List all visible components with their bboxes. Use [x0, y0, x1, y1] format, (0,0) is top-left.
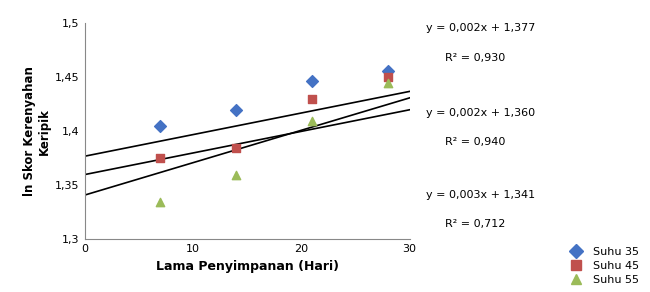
Point [383, 81, 393, 85]
Point [307, 118, 317, 123]
Point [155, 199, 166, 204]
Point [155, 156, 166, 161]
Point [383, 69, 393, 73]
Legend: Suhu 35, Suhu 45, Suhu 55: Suhu 35, Suhu 45, Suhu 55 [561, 242, 644, 289]
Y-axis label: ln Skor Kerenyahan
Keripik: ln Skor Kerenyahan Keripik [23, 67, 51, 196]
Point [307, 78, 317, 83]
Point [231, 145, 241, 150]
Point [307, 97, 317, 101]
X-axis label: Lama Penyimpanan (Hari): Lama Penyimpanan (Hari) [155, 260, 339, 273]
Text: R² = 0,712: R² = 0,712 [445, 219, 506, 229]
Text: R² = 0,940: R² = 0,940 [445, 137, 506, 147]
Point [231, 107, 241, 112]
Text: y = 0,002x + 1,360: y = 0,002x + 1,360 [426, 108, 535, 118]
Point [155, 124, 166, 128]
Text: R² = 0,930: R² = 0,930 [445, 53, 506, 62]
Text: y = 0,003x + 1,341: y = 0,003x + 1,341 [426, 190, 535, 200]
Point [231, 172, 241, 177]
Text: y = 0,002x + 1,377: y = 0,002x + 1,377 [426, 23, 535, 33]
Point [383, 75, 393, 80]
